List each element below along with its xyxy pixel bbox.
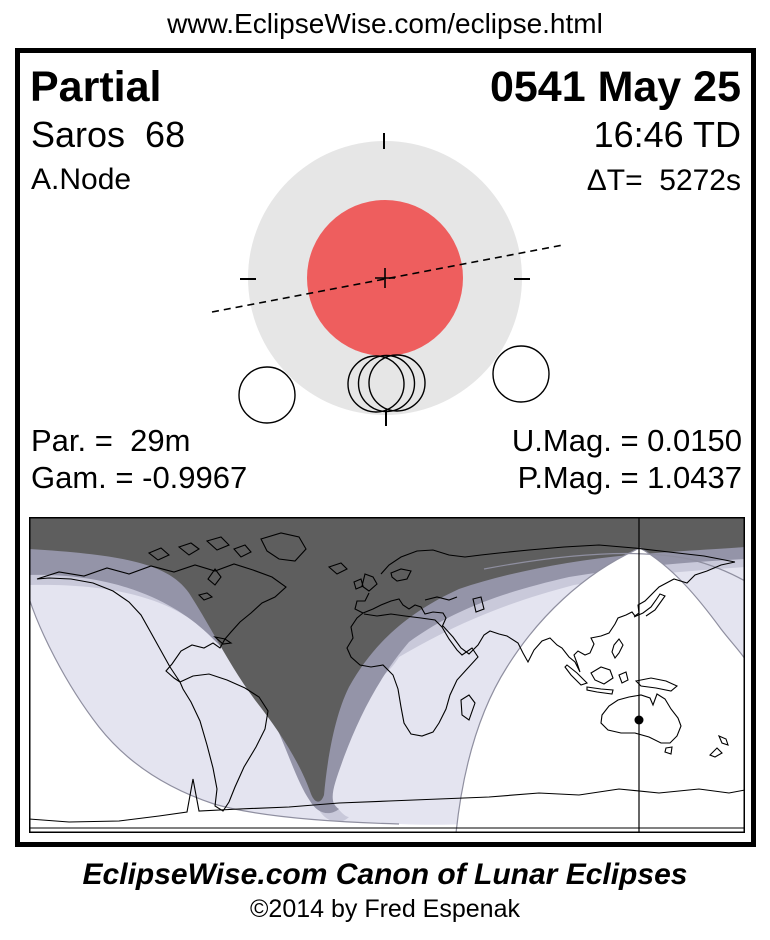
moon-p4-circle (492, 345, 550, 403)
partial-duration-value: Par. = 29m (31, 423, 191, 458)
eclipse-date-label: 0541 May 25 (489, 63, 741, 111)
canon-title: EclipseWise.com Canon of Lunar Eclipses (82, 858, 688, 891)
site-url-text: www.EclipseWise.com/eclipse.html (167, 8, 603, 39)
map-dark-shading-region (29, 517, 745, 802)
map-border (29, 517, 745, 833)
node-label: A.Node (31, 163, 132, 196)
coastlines (29, 532, 745, 829)
penumbral-magnitude-value: P.Mag. = 1.0437 (517, 460, 742, 495)
visibility-world-map (29, 517, 745, 833)
moon-p1-circle (238, 366, 296, 424)
map-visible-region-west (29, 598, 474, 833)
map-visible-region-east (456, 548, 745, 833)
moon-zenith-point-dot (634, 715, 644, 725)
moon-u1-circle (347, 355, 405, 413)
eclipse-time-label: 16:46 TD (593, 114, 741, 155)
moon-u4-circle (368, 354, 426, 412)
shadow-center-cross (375, 268, 395, 288)
shadow-geometry-diagram (211, 133, 564, 426)
cardinal-tick-marks (240, 133, 530, 426)
moon-position-circles (238, 345, 550, 424)
rise-set-curves (29, 547, 745, 833)
moon-greatest-circle (357, 354, 416, 413)
copyright-credit: ©2014 by Fred Espenak (250, 895, 520, 923)
gamma-value: Gam. = -0.9967 (31, 460, 248, 495)
saros-label: Saros 68 (31, 114, 186, 155)
umbral-magnitude-value: U.Mag. = 0.0150 (511, 423, 742, 458)
delta-t-label: ΔT= 5272s (586, 164, 741, 197)
eclipse-type-label: Partial (30, 63, 162, 111)
